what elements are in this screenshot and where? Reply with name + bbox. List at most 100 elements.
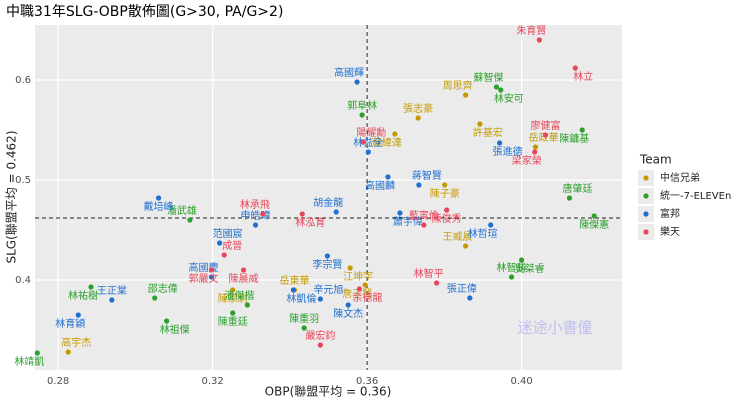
point-label: 朱育賢	[516, 24, 546, 37]
point-label: 陳家駒	[218, 292, 248, 305]
point-label: 林泓育	[295, 216, 325, 229]
legend-marker	[643, 229, 649, 235]
point	[290, 287, 296, 293]
point	[572, 65, 578, 71]
point-label: 江坤宇	[343, 270, 373, 283]
point	[34, 350, 40, 356]
point-label: 李宗賢	[312, 258, 342, 271]
point	[477, 121, 483, 127]
point	[252, 222, 259, 228]
point-label: 藍寅倫	[409, 209, 439, 222]
point-label: 林智平	[414, 267, 444, 280]
point	[347, 265, 353, 271]
point	[579, 127, 585, 133]
point-label: 高國慶	[188, 261, 218, 274]
point	[536, 37, 542, 43]
point	[415, 115, 421, 121]
point	[187, 217, 193, 223]
point	[152, 295, 158, 301]
point-label: 林祖傑	[160, 323, 190, 336]
x-tick-label: 0.32	[202, 376, 224, 387]
point	[208, 274, 215, 280]
point-label: 林凱倫	[286, 292, 316, 305]
x-axis-label: OBP(聯盟平均 = 0.36)	[265, 385, 392, 399]
legend-label: 中信兄弟	[660, 171, 700, 184]
point	[88, 284, 94, 290]
point-label: 陳文杰	[333, 307, 363, 320]
point	[155, 195, 162, 201]
point	[442, 182, 448, 188]
watermark: 迷途小書僮	[517, 319, 592, 337]
point	[345, 302, 351, 308]
y-tick-label: 0.5	[15, 175, 31, 186]
point-label: 張志豪	[403, 102, 433, 115]
point	[434, 280, 440, 286]
point-label: 吳桀睿	[515, 262, 545, 275]
x-tick-label: 0.36	[356, 376, 378, 387]
point-label: 辛元旭	[313, 283, 343, 296]
point-label: 成晉	[222, 240, 242, 252]
point-label: 岳政華	[528, 131, 558, 144]
point-label: 高宇杰	[61, 336, 91, 349]
point-label: 廖健富	[531, 119, 561, 132]
point	[164, 318, 170, 324]
point-label: 戴培峰	[144, 200, 174, 213]
point	[591, 213, 597, 219]
point-label: 許基宏	[473, 126, 503, 139]
point	[240, 267, 247, 273]
point	[354, 79, 360, 85]
point	[230, 310, 236, 316]
point	[462, 92, 469, 98]
point-label: 梁家榮	[512, 154, 542, 167]
point	[421, 222, 427, 228]
point-label: 陳重廷	[218, 315, 248, 328]
legend-marker	[643, 211, 649, 217]
point-label: 嚴宏鈞	[305, 329, 335, 342]
point	[566, 195, 573, 201]
point-label: 林承飛	[240, 198, 270, 211]
point	[260, 211, 266, 217]
point	[301, 325, 307, 331]
point-label: 林益全	[353, 136, 383, 149]
point	[333, 209, 339, 215]
point	[221, 252, 227, 258]
point-label: 詹子賢	[342, 287, 372, 300]
point-label: 郭嚴文	[188, 272, 218, 285]
x-tick-label: 0.40	[510, 376, 532, 387]
point-label: 林靖凱	[14, 355, 44, 368]
point	[496, 140, 503, 146]
point-label: 蘇緯達	[372, 136, 402, 149]
point	[216, 240, 223, 246]
point	[542, 132, 549, 138]
point-label: 陳子豪	[430, 187, 460, 200]
point-label: 張進德	[493, 145, 523, 158]
point-label: 邵志偉	[148, 282, 178, 295]
legend-label: 富邦	[660, 207, 680, 220]
point-label: 林祐樹	[68, 289, 98, 302]
point-label: 范國宸	[213, 227, 243, 240]
point	[416, 182, 422, 188]
point	[75, 312, 81, 318]
point-label: 陳俊秀	[432, 212, 462, 225]
point	[109, 297, 115, 303]
point-label: 林安可	[494, 92, 524, 105]
point-label: 林哲瑄	[468, 227, 498, 240]
point-label: 王正棠	[97, 284, 127, 297]
point	[244, 302, 251, 308]
point-label: 胡金龍	[313, 196, 343, 209]
point	[65, 349, 71, 355]
point	[385, 174, 391, 180]
point-label: 高國麟	[365, 179, 395, 192]
legend-title: Team	[639, 153, 672, 167]
point-label: 潘武雄	[167, 204, 197, 217]
point	[356, 286, 362, 292]
plot-panel	[35, 25, 622, 370]
y-axis-label: SLG(聯盟平均 = 0.462)	[5, 130, 19, 263]
point	[467, 295, 473, 301]
point-label: 林智勝	[497, 261, 527, 274]
point	[230, 287, 236, 293]
point-label: 王威晨	[443, 230, 473, 243]
point-label: 林育穎	[55, 317, 85, 330]
point-label: 陳重羽	[289, 312, 319, 325]
